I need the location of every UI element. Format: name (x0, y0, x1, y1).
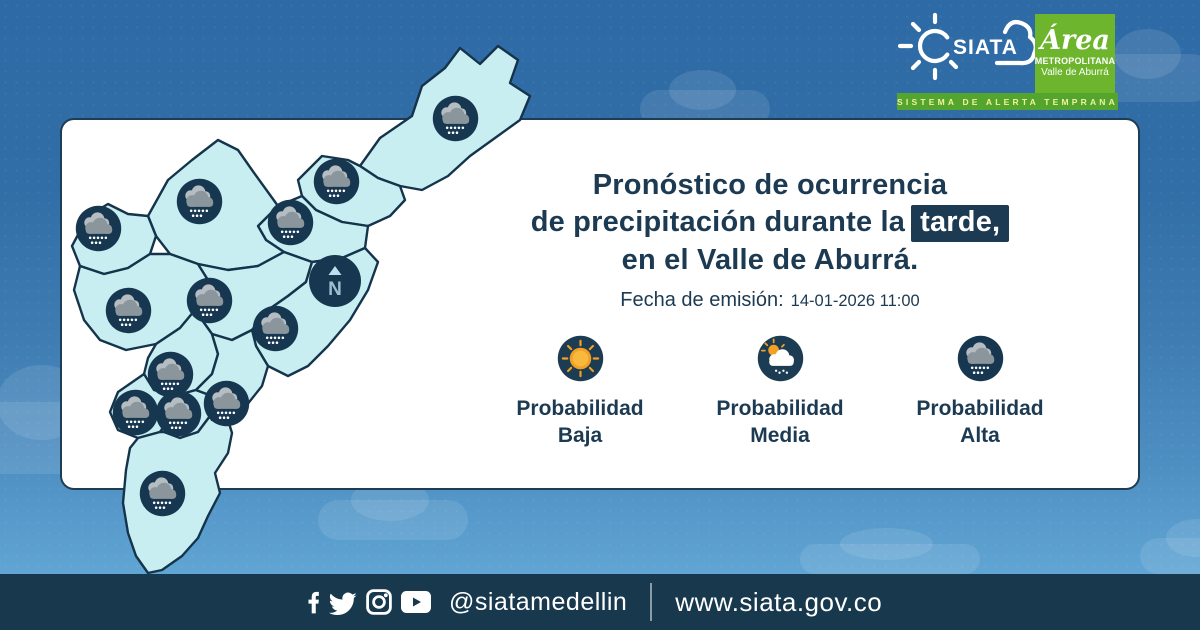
rain-cloud-marker (252, 305, 299, 352)
siata-logo: SIATA (897, 12, 1038, 81)
rain-cloud-icon (957, 335, 1004, 382)
facebook-icon[interactable] (302, 588, 319, 616)
background-cloud (1140, 519, 1200, 574)
area-logo-line3: Valle de Aburrá (1041, 67, 1109, 78)
social-icons (302, 588, 431, 616)
rain-cloud-marker (155, 390, 202, 437)
rain-cloud-marker (432, 95, 479, 142)
rain-cloud-marker (313, 158, 360, 205)
legend-item-media: Probabilidad Media (692, 335, 868, 449)
area-logo-script: Área (1040, 25, 1110, 56)
rain-cloud-marker (203, 380, 250, 427)
title-line-2: de precipitación durante la tarde, (470, 204, 1070, 242)
footer-divider (650, 583, 653, 621)
alert-tagline-strip: SISTEMA DE ALERTA TEMPRANA (897, 93, 1118, 110)
legend-label-alta: Probabilidad Alta (916, 397, 1044, 447)
north-label: N (328, 279, 342, 300)
probability-legend: Probabilidad Baja Probabilidad Media Proba… (492, 335, 1068, 449)
page-title: Pronóstico de ocurrencia de precipitació… (470, 167, 1070, 279)
legend-label-media: Probabilidad Media (716, 397, 844, 447)
siata-logo-text: SIATA (953, 36, 1018, 59)
emission-date: Fecha de emisión: 14-01-2026 11:00 (470, 289, 1070, 312)
background-cloud (800, 528, 980, 574)
north-arrow-icon: N (308, 254, 362, 308)
rain-cloud-marker (75, 205, 122, 252)
instagram-icon[interactable] (366, 589, 392, 615)
website-link[interactable]: www.siata.gov.co (675, 586, 883, 617)
rain-cloud-marker (176, 178, 223, 225)
twitter-icon[interactable] (328, 590, 357, 615)
area-logo-line2: METROPOLITANA (1034, 56, 1116, 66)
emission-label: Fecha de emisión: (620, 289, 784, 311)
rain-cloud-marker (112, 389, 159, 436)
cloud-outline-icon (994, 19, 1038, 66)
emission-value: 14-01-2026 11:00 (790, 292, 920, 310)
sun-icon (557, 335, 604, 382)
highlight-tarde: tarde, (911, 205, 1010, 242)
sun-cloud-rain-icon (757, 335, 804, 382)
youtube-icon[interactable] (401, 591, 431, 613)
legend-label-baja: Probabilidad Baja (516, 397, 644, 447)
title-line-3: en el Valle de Aburrá. (621, 244, 919, 276)
footer-bar: @siatamedellin www.siata.gov.co (0, 574, 1200, 630)
rain-cloud-marker (139, 470, 186, 517)
social-handle[interactable]: @siatamedellin (449, 587, 628, 616)
legend-item-baja: Probabilidad Baja (492, 335, 668, 449)
legend-item-alta: Probabilidad Alta (892, 335, 1068, 449)
title-line-1: Pronóstico de ocurrencia (592, 169, 948, 201)
rain-cloud-marker (186, 277, 233, 324)
rain-cloud-marker (267, 199, 314, 246)
area-metropolitana-logo: Área METROPOLITANA Valle de Aburrá (1035, 14, 1115, 94)
valle-de-aburra-map: N (60, 38, 540, 578)
rain-cloud-marker (105, 287, 152, 334)
